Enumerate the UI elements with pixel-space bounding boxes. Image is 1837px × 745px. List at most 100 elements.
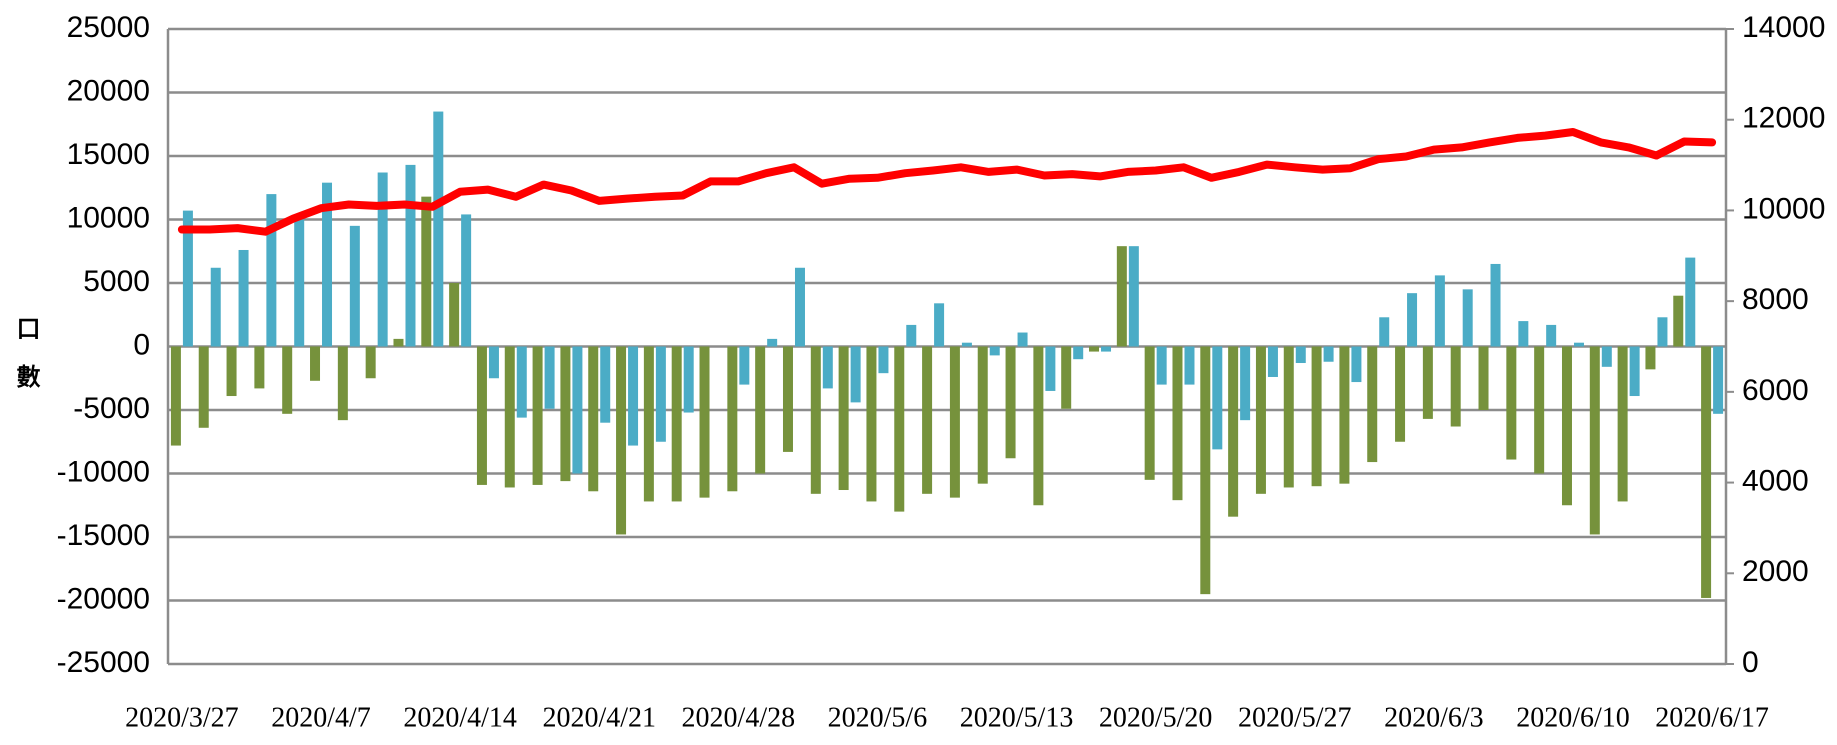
x-tick-label: 2020/4/7 xyxy=(271,702,371,733)
y-tick-label: 15000 xyxy=(67,138,150,171)
bar xyxy=(1546,324,1557,347)
x-tick-label: 2020/6/10 xyxy=(1516,702,1630,733)
bar xyxy=(989,346,1000,356)
bar xyxy=(643,346,654,502)
bar xyxy=(1339,346,1350,484)
bar xyxy=(977,346,988,484)
bar xyxy=(210,267,221,347)
bar xyxy=(949,346,960,498)
bar xyxy=(1267,346,1278,377)
bar xyxy=(616,346,627,535)
x-tick-label: 2020/6/3 xyxy=(1384,702,1484,733)
bar xyxy=(878,346,889,374)
bar xyxy=(572,346,583,474)
bar xyxy=(699,346,710,498)
bar xyxy=(1701,346,1712,598)
bar xyxy=(767,338,778,347)
bar xyxy=(1144,346,1155,480)
y2-tick-label: 6000 xyxy=(1742,374,1809,407)
bar xyxy=(1005,346,1016,459)
bar xyxy=(516,346,527,418)
bar xyxy=(1073,346,1084,360)
bar xyxy=(1601,346,1612,367)
bar xyxy=(488,346,499,379)
bar xyxy=(822,346,833,389)
bar xyxy=(727,346,738,492)
y2-tick-label: 4000 xyxy=(1742,464,1809,497)
bar xyxy=(1033,346,1044,506)
bar xyxy=(504,346,515,488)
bar xyxy=(560,346,571,482)
bar xyxy=(170,346,181,446)
bar xyxy=(1657,317,1668,347)
bar xyxy=(1212,346,1223,450)
bar xyxy=(1128,246,1139,347)
bar xyxy=(683,346,694,413)
bar xyxy=(1200,346,1211,595)
x-tick-label: 2020/6/17 xyxy=(1655,702,1769,733)
bar xyxy=(198,346,209,428)
bar xyxy=(421,196,432,347)
bar xyxy=(600,346,611,423)
bar xyxy=(461,214,472,347)
bar xyxy=(1506,346,1517,460)
bar xyxy=(1422,346,1433,419)
x-tick-label: 2020/4/21 xyxy=(542,702,656,733)
bar xyxy=(655,346,666,442)
bar xyxy=(1685,257,1696,347)
bar xyxy=(337,346,348,421)
y-axis-label: 口數 xyxy=(12,316,40,412)
bar xyxy=(961,342,972,347)
bar xyxy=(1534,346,1545,474)
y-tick-label: -10000 xyxy=(57,455,150,488)
bar xyxy=(1617,346,1628,502)
y-tick-label: 0 xyxy=(133,328,150,361)
bar xyxy=(294,219,305,347)
bar xyxy=(1184,346,1195,385)
bar xyxy=(405,164,416,347)
y-tick-label: -20000 xyxy=(57,582,150,615)
bar xyxy=(1101,346,1112,352)
bar xyxy=(1713,346,1724,414)
y-tick-label: -5000 xyxy=(73,392,150,425)
bar xyxy=(1490,263,1501,347)
bar xyxy=(1061,346,1072,409)
bar xyxy=(544,346,555,409)
bar xyxy=(1589,346,1600,535)
bar xyxy=(922,346,933,494)
bar xyxy=(1379,317,1390,347)
x-tick-label: 2020/5/6 xyxy=(828,702,928,733)
bar xyxy=(1573,342,1584,347)
bar xyxy=(739,346,750,385)
bar xyxy=(282,346,293,414)
bar xyxy=(1089,346,1100,352)
bar xyxy=(1395,346,1406,442)
bar xyxy=(1116,246,1127,347)
x-tick-label: 2020/4/28 xyxy=(682,702,796,733)
bar xyxy=(1450,346,1461,427)
bar xyxy=(588,346,599,492)
bar xyxy=(1017,332,1028,347)
bar xyxy=(1323,346,1334,362)
bar xyxy=(254,346,265,389)
bar xyxy=(1645,346,1656,370)
bar xyxy=(226,346,237,397)
bar xyxy=(349,225,360,347)
bar xyxy=(1518,321,1529,347)
bar xyxy=(1156,346,1167,385)
bar xyxy=(310,346,321,381)
y2-tick-label: 14000 xyxy=(1742,11,1825,44)
bar xyxy=(894,346,905,512)
bar xyxy=(182,210,193,347)
bar xyxy=(393,338,404,347)
bar xyxy=(934,303,945,347)
y2-tick-label: 10000 xyxy=(1742,192,1825,225)
bar xyxy=(1407,293,1418,347)
bar xyxy=(365,346,376,379)
bar xyxy=(1462,289,1473,347)
y-tick-label: -15000 xyxy=(57,519,150,552)
bar xyxy=(755,346,766,474)
bar xyxy=(1311,346,1322,487)
line xyxy=(177,128,1717,236)
